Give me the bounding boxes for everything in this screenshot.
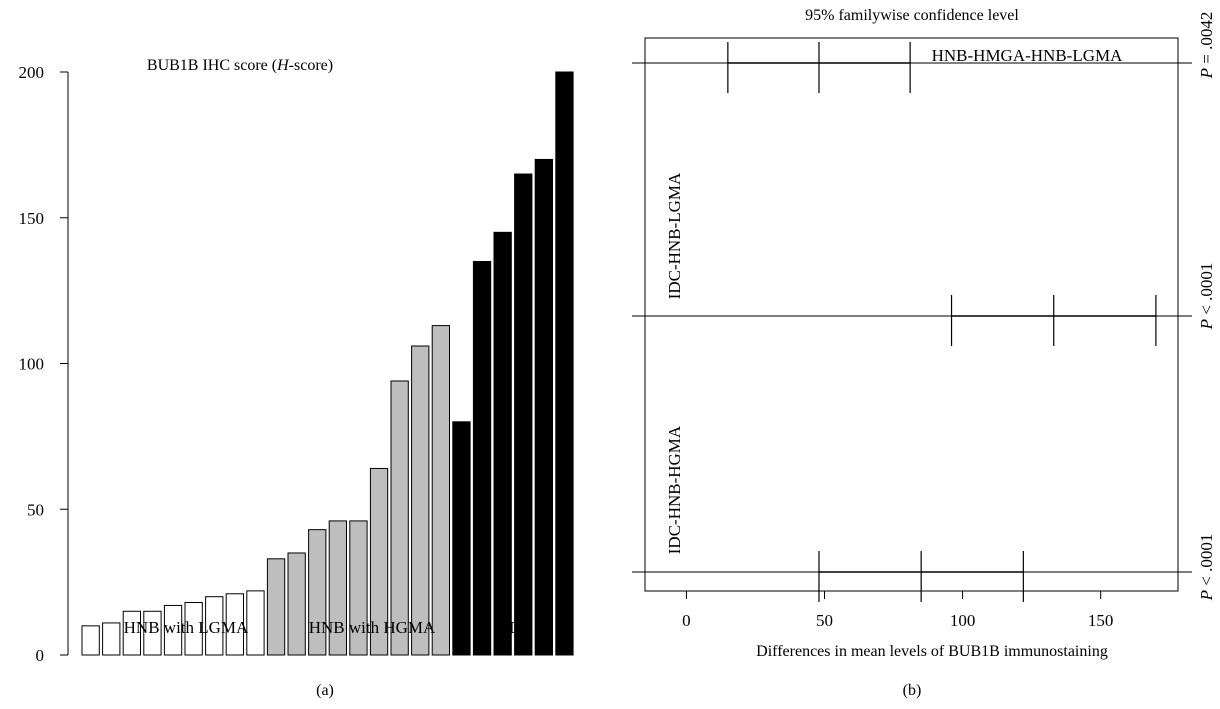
group-label: HNB with HGMA (309, 618, 436, 637)
bar (390, 380, 409, 656)
x-tick-label: 50 (816, 611, 833, 630)
y-tick-label: 0 (36, 646, 45, 665)
comparison-rows: HNB-HMGA-HNB-LGMA P = .0042 IDC-HNB-LGMA P … (632, 12, 1216, 602)
group-labels: HNB with LGMA HNB with HGMA IDC (124, 618, 533, 637)
p-symbol: P (1197, 319, 1216, 330)
y-axis-ticks: 0 50 100 150 200 (19, 63, 68, 665)
bar (534, 158, 554, 656)
p-value-text: < .0001 (1197, 263, 1216, 319)
x-axis-ticks: 0 50 100 150 (682, 591, 1113, 630)
p-value-label: P = .0042 (1197, 12, 1216, 80)
comparison-label: IDC-HNB-LGMA (665, 172, 684, 299)
group-label: IDC (503, 618, 532, 637)
bar (287, 552, 306, 656)
bar-chart-title: BUB1B IHC score (H-score) (147, 57, 333, 74)
y-tick-label: 200 (19, 63, 45, 82)
comparison-row: IDC-HNB-LGMA P < .0001 (632, 172, 1216, 346)
y-tick-label: 150 (19, 209, 45, 228)
x-tick-label: 100 (950, 611, 976, 630)
bar (266, 558, 286, 656)
comparison-row: IDC-HNB-HGMA P < .0001 (632, 425, 1216, 602)
bar (184, 602, 203, 656)
bar (514, 173, 533, 656)
p-value-label: P < .0001 (1197, 534, 1216, 602)
bar (122, 610, 141, 656)
comparison-label: HNB-HMGA-HNB-LGMA (932, 46, 1123, 65)
bar (205, 596, 224, 656)
interval-chart-title: 95% familywise confidence level (805, 7, 1019, 24)
p-value-text: = .0042 (1197, 12, 1216, 68)
y-tick-label: 50 (27, 500, 44, 519)
bar (81, 625, 100, 656)
bar (225, 593, 244, 656)
bar (431, 325, 451, 656)
p-value-text: < .0001 (1197, 534, 1216, 590)
p-value-label: P < .0001 (1197, 263, 1216, 331)
comparison-row: HNB-HMGA-HNB-LGMA P = .0042 (632, 12, 1216, 93)
bar (555, 71, 574, 656)
bar-chart-panel: BUB1B IHC score (H-score) 0 50 100 150 200 H… (19, 57, 574, 699)
bar (452, 421, 471, 656)
p-symbol: P (1197, 590, 1216, 601)
bar (102, 622, 121, 656)
bar (328, 520, 348, 656)
x-axis-label: Differences in mean levels of BUB1B immu… (756, 643, 1108, 660)
group-label: HNB with LGMA (124, 618, 249, 637)
bar (411, 345, 430, 656)
interval-chart-panel: 95% familywise confidence level HNB-HMGA… (632, 7, 1216, 699)
bar (143, 610, 162, 656)
x-tick-label: 0 (682, 611, 691, 630)
p-symbol: P (1197, 68, 1216, 79)
bar (349, 520, 368, 656)
bar (308, 529, 327, 656)
bar (163, 604, 183, 656)
panel-a-label: (a) (316, 682, 334, 699)
bar-series (81, 71, 574, 656)
y-tick-label: 100 (19, 355, 45, 374)
bar (246, 590, 265, 656)
x-tick-label: 150 (1088, 611, 1114, 630)
panel-b-label: (b) (903, 682, 922, 699)
comparison-label: IDC-HNB-HGMA (665, 425, 684, 554)
bar (493, 231, 512, 656)
plot-frame (644, 37, 1179, 592)
bar (369, 467, 389, 656)
bar (472, 260, 492, 656)
